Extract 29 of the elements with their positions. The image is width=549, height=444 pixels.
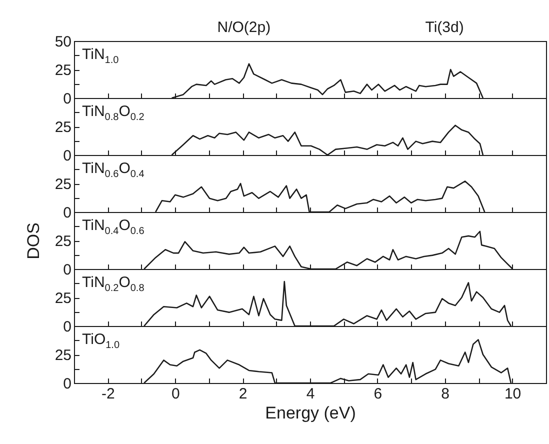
y-tick-label: 25 [54, 346, 71, 364]
y-tick-label: 0 [62, 261, 71, 278]
y-tick-label: 50 [54, 33, 71, 50]
y-axis-title: DOS [23, 222, 42, 259]
chart-title: TiN$_{1.0}$ [82, 46, 119, 66]
chart-title: TiN$_{0.4}$O$_{0.6}$ [82, 217, 144, 237]
y-tick-label: 25 [54, 176, 71, 192]
x-tick-label: 6 [373, 385, 382, 402]
x-tick-label: 0 [170, 385, 180, 402]
x-axis-title: Energy (eV) [264, 403, 356, 422]
x-tick-label: 2 [238, 385, 247, 402]
y-tick-label: 0 [62, 90, 71, 107]
text: Ti(3d) [424, 18, 464, 36]
chart-title: TiN$_{0.2}$O$_{0.8}$ [82, 274, 144, 294]
x-tick-label: 10 [504, 385, 521, 402]
y-tick-label: 25 [54, 62, 71, 78]
chart-title: TiN$_{0.8}$O$_{0.2}$ [82, 103, 144, 123]
chart-title: TiN$_{0.6}$O$_{0.4}$ [82, 160, 144, 180]
x-tick-label: -2 [101, 385, 114, 402]
x-tick-label: 8 [440, 385, 450, 402]
text: N/O(2p) [216, 18, 270, 36]
chart-title: TiO$_{1.0}$ [82, 331, 120, 351]
y-tick-label: 0 [62, 204, 71, 221]
y-tick-label: 0 [62, 318, 71, 335]
x-tick-label: 4 [306, 385, 314, 402]
y-tick-label: 25 [54, 232, 71, 250]
y-tick-label: 25 [54, 290, 71, 306]
y-tick-label: 25 [54, 118, 71, 136]
y-tick-label: 0 [62, 147, 71, 164]
